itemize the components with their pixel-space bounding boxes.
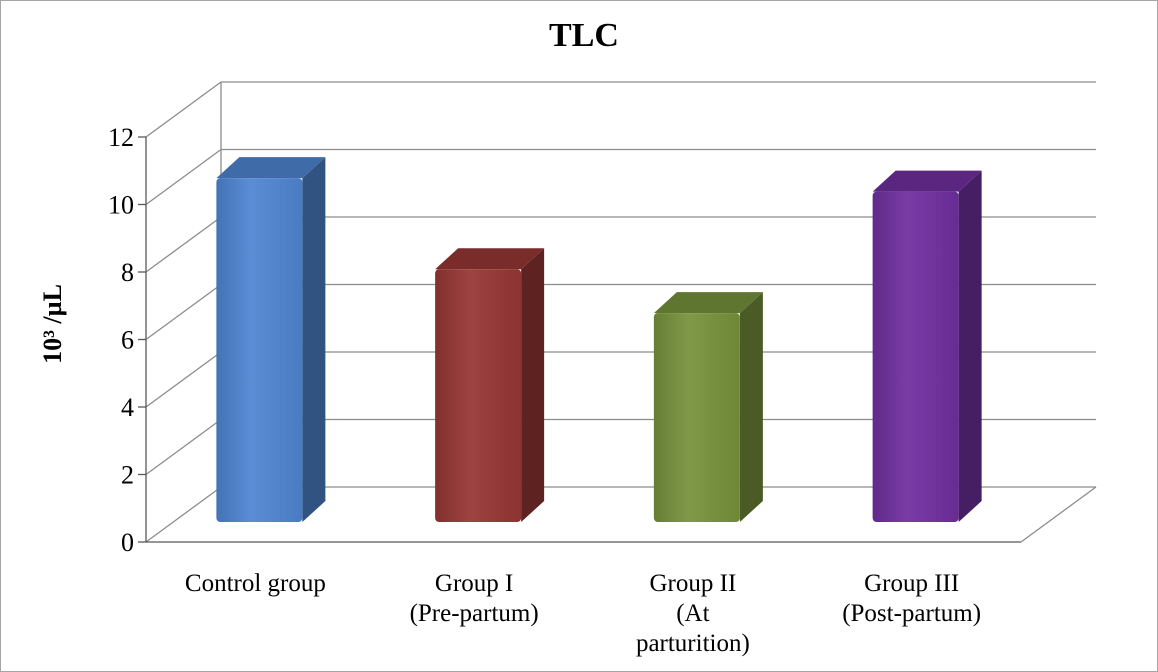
bar-top (872, 170, 982, 192)
bar (872, 170, 982, 522)
gridline-side (145, 81, 222, 138)
category-labels: Control group Group I (Pre-partum) Group II… (185, 570, 981, 657)
x-tick-label: Control group (185, 570, 326, 597)
y-tick-label: 12 (108, 123, 134, 152)
bar-side (958, 170, 982, 522)
floor-edge (1020, 486, 1097, 543)
y-axis-label: 10³ /µL (38, 284, 67, 364)
bar-front (216, 178, 303, 522)
axes (138, 136, 1097, 543)
y-tick-label: 2 (121, 461, 134, 490)
bar-top (216, 157, 326, 179)
chart-title: TLC (549, 17, 619, 54)
y-tick-labels: 0 2 4 6 8 10 12 (108, 123, 134, 557)
x-tick-label: Group II (At parturition) (636, 570, 750, 657)
bar-side (739, 292, 763, 522)
x-tick-label: Group I (Pre-partum) (410, 570, 539, 627)
bars (216, 157, 982, 522)
gridline-side (145, 283, 222, 341)
gridline-side (145, 486, 222, 543)
bar-front (653, 313, 740, 522)
bar-front (872, 191, 959, 522)
bar-side (521, 248, 545, 522)
gridline-side (145, 148, 222, 206)
bar-top (653, 292, 763, 314)
y-tick-label: 10 (108, 191, 134, 220)
x-tick-label: Group III (Post-partum) (842, 570, 981, 627)
bar (435, 248, 545, 522)
bar (653, 292, 763, 522)
y-tick-label: 8 (121, 258, 134, 287)
y-tick-label: 6 (121, 326, 134, 355)
y-tick-label: 0 (121, 528, 134, 557)
gridline-side (145, 216, 222, 273)
bar-side (302, 157, 326, 522)
bar-top (435, 248, 545, 270)
gridline-side (145, 351, 222, 408)
bar-front (435, 269, 522, 522)
bar (216, 157, 326, 522)
gridline-side (145, 418, 222, 476)
y-tick-label: 4 (121, 393, 134, 422)
